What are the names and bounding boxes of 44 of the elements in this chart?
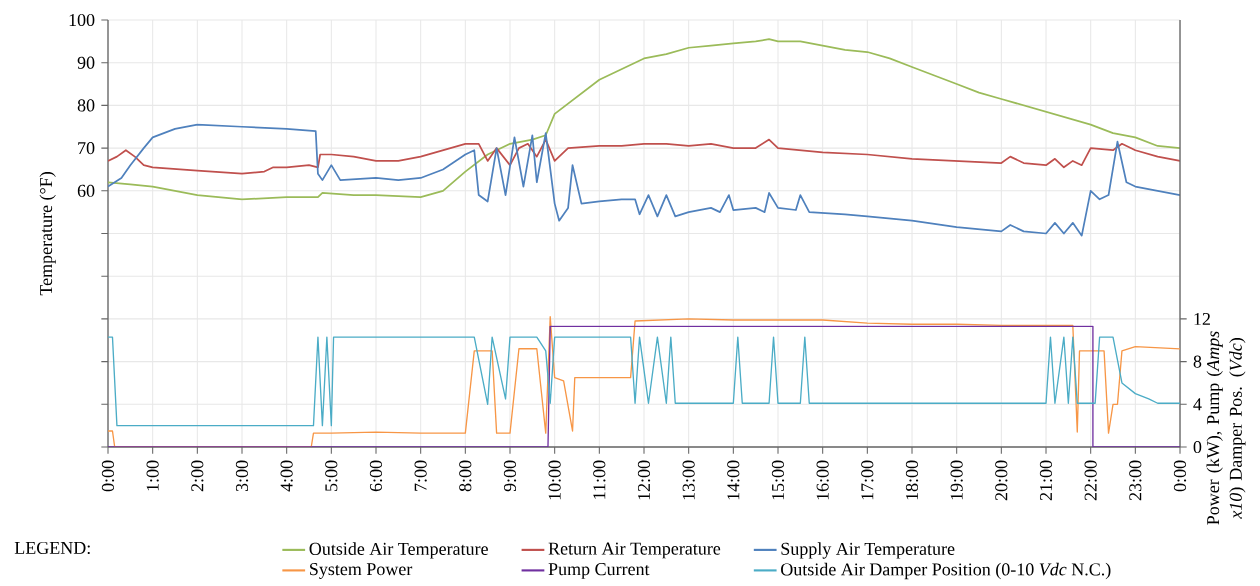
legend-title: LEGEND:	[14, 541, 90, 555]
y-axis-title: Temperature (°F)	[39, 172, 56, 296]
x-tick-label: 8:00	[459, 460, 472, 492]
x-tick-label: 22:00	[1084, 460, 1097, 501]
legend-label: Outside Air Temperature	[309, 542, 488, 559]
y-tick-label: 90	[77, 56, 95, 69]
x-tick-label: 0:00	[101, 460, 115, 492]
x-tick-label: 6:00	[369, 460, 383, 492]
y-tick-label: 100	[69, 13, 95, 27]
legend-label: Supply Air Temperature	[781, 542, 955, 559]
x-tick-label: 0:00	[1173, 460, 1187, 492]
legend-label: Outside Air Damper Position (0-10 Vdc N.C.)	[781, 562, 1111, 580]
x-tick-label: 14:00	[727, 460, 740, 500]
y2-tick-label: 8	[1193, 355, 1202, 368]
x-tick-label: 21:00	[1039, 460, 1053, 501]
x-tick-label: 23:00	[1129, 460, 1142, 501]
x-tick-label: 16:00	[816, 460, 829, 500]
x-tick-label: 7:00	[414, 460, 427, 491]
x-tick-label: 1:00	[146, 460, 159, 491]
x-tick-label: 12:00	[637, 460, 651, 500]
y-tick-label: 70	[78, 142, 95, 155]
x-tick-label: 10:00	[548, 460, 561, 500]
x-tick-label: 9:00	[503, 460, 517, 492]
y-tick-label: 80	[77, 99, 95, 112]
x-tick-label: 2:00	[191, 460, 204, 492]
y2-tick-label: 12	[1194, 312, 1210, 325]
line-series	[108, 123, 1181, 237]
legend-label: Return Air Temperature	[548, 542, 721, 559]
x-tick-label: 19:00	[950, 460, 963, 500]
legend-label: System Power	[310, 563, 413, 579]
x-tick-label: 5:00	[325, 460, 338, 491]
x-tick-label: 17:00	[861, 460, 874, 500]
x-tick-label: 15:00	[771, 460, 785, 500]
x-tick-label: 18:00	[905, 460, 919, 500]
legend-label: Pump Current	[548, 563, 650, 579]
line-series	[108, 336, 1181, 427]
y-tick-label: 60	[77, 184, 95, 197]
x-tick-label: 20:00	[995, 460, 1008, 501]
x-tick-label: 11:00	[593, 460, 606, 499]
y2-tick-label: 0	[1193, 440, 1202, 454]
y2-tick-label: 4	[1193, 398, 1202, 411]
x-tick-label: 3:00	[235, 460, 249, 492]
x-tick-label: 13:00	[682, 460, 695, 500]
x-tick-label: 4:00	[280, 460, 293, 492]
